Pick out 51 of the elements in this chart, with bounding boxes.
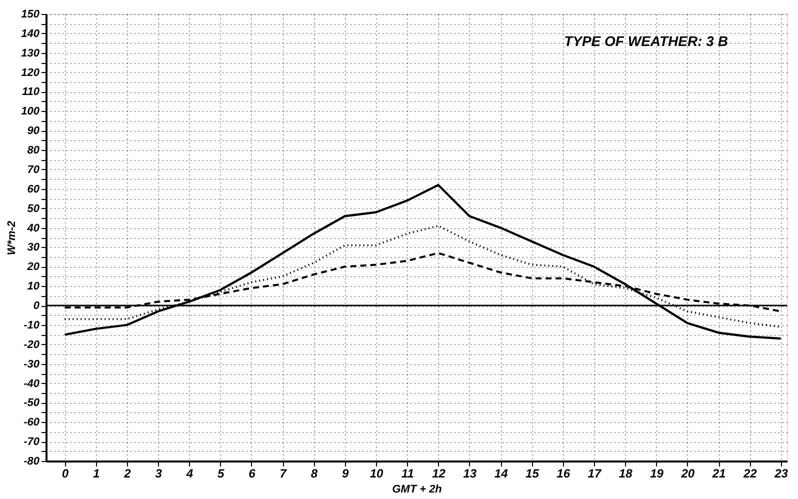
y-tick-label: -10 (24, 319, 40, 332)
y-tick-label: 20 (26, 261, 40, 274)
x-tick-label: 23 (774, 466, 788, 480)
y-tick-label: 110 (22, 86, 40, 98)
x-axis-title: GMT + 2h (392, 484, 442, 496)
y-tick-label: -40 (24, 378, 40, 390)
y-tick-label: 0 (33, 300, 40, 312)
y-tick-label: 130 (21, 47, 40, 60)
y-tick-label: 80 (27, 144, 40, 157)
y-tick-label: 60 (27, 183, 40, 196)
x-tick-label: 3 (155, 466, 162, 480)
y-tick-label: -20 (24, 338, 40, 351)
x-tick-label: 21 (711, 466, 726, 480)
x-tick-label: 18 (618, 466, 633, 480)
annotation: TYPE OF WEATHER: 3 B (564, 33, 728, 49)
y-tick-label: -30 (24, 358, 40, 370)
x-tick-label: 14 (494, 466, 508, 480)
x-tick-label: 20 (680, 466, 695, 480)
y-tick-label: 10 (27, 280, 40, 293)
x-tick-label: 19 (650, 466, 664, 480)
y-axis-title: W*m-2 (6, 220, 18, 256)
x-tick-label: 0 (62, 466, 69, 480)
y-tick-label: 90 (27, 125, 40, 138)
x-tick-label: 15 (526, 466, 540, 480)
y-tick-label: 30 (27, 242, 40, 254)
y-tick-label: -80 (24, 456, 40, 468)
y-tick-label: 150 (21, 8, 40, 20)
y-tick-label: -50 (24, 397, 40, 410)
x-tick-label: 17 (588, 466, 602, 480)
y-tick-label: -70 (24, 436, 40, 448)
x-tick-label: 2 (123, 466, 132, 480)
x-tick-label: 6 (248, 466, 256, 480)
y-tick-label: 70 (27, 164, 40, 176)
x-tick-label: 16 (556, 466, 570, 480)
x-tick-label: 5 (218, 466, 225, 480)
x-tick-label: 13 (463, 466, 477, 480)
x-tick-label: 7 (280, 466, 288, 480)
x-tick-label: 8 (310, 466, 318, 480)
x-tick-label: 12 (432, 466, 446, 480)
x-tick-label: 10 (370, 466, 384, 480)
y-tick-label: 100 (21, 106, 40, 118)
x-tick-label: 22 (742, 466, 758, 480)
y-tick-label: 120 (21, 66, 40, 79)
x-tick-label: 4 (185, 466, 194, 480)
y-tick-label: 40 (26, 222, 40, 234)
x-tick-label: 11 (401, 466, 414, 480)
y-tick-label: 50 (27, 202, 40, 215)
y-tick-label: 140 (21, 28, 40, 40)
x-tick-label: 9 (342, 466, 350, 480)
y-tick-label: -60 (24, 416, 40, 429)
x-tick-label: 1 (92, 466, 100, 480)
